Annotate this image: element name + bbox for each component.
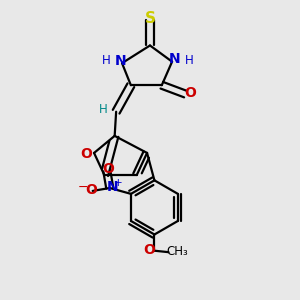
Text: −: − <box>78 181 88 194</box>
Text: O: O <box>143 243 155 257</box>
Text: H: H <box>98 103 107 116</box>
Text: O: O <box>102 162 114 176</box>
Text: N: N <box>169 52 181 66</box>
Text: H: H <box>185 54 194 67</box>
Text: N: N <box>106 180 118 194</box>
Text: O: O <box>185 86 197 100</box>
Text: CH₃: CH₃ <box>167 245 188 258</box>
Text: +: + <box>114 178 122 188</box>
Text: N: N <box>115 54 126 68</box>
Text: O: O <box>80 146 92 161</box>
Text: H: H <box>101 54 110 67</box>
Text: O: O <box>85 183 97 197</box>
Text: S: S <box>145 11 155 26</box>
